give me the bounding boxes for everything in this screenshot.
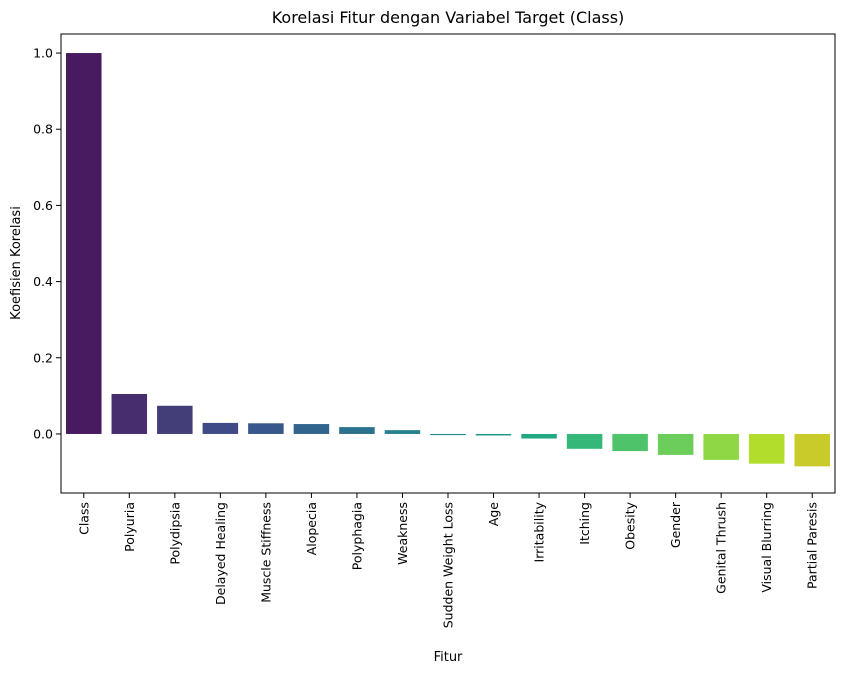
- x-tick-label: Polyphagia: [349, 502, 364, 570]
- y-tick-label: 1.0: [33, 46, 53, 61]
- x-tick-label: Visual Blurring: [759, 502, 774, 593]
- bar-genital-thrush: [703, 433, 739, 460]
- x-tick-label: Age: [486, 502, 501, 526]
- bar-alopecia: [293, 424, 330, 434]
- x-tick-label: Itching: [577, 502, 592, 545]
- x-tick-label: Partial Paresis: [805, 502, 820, 589]
- bar-visual-blurring: [748, 433, 785, 464]
- x-tick-label: Polyuria: [122, 502, 137, 552]
- x-tick-label: Delayed Healing: [213, 502, 228, 605]
- bar-muscle-stiffness: [248, 423, 284, 434]
- x-tick-label: Weakness: [395, 502, 410, 565]
- bar-age: [475, 433, 512, 436]
- plot-frame: [60, 33, 836, 494]
- bar-irritability: [521, 433, 557, 439]
- bar-class: [66, 53, 102, 434]
- x-tick-label: Genital Thrush: [714, 502, 729, 594]
- x-axis-title: Fitur: [434, 650, 463, 665]
- y-tick-label: 0.6: [33, 198, 53, 213]
- x-tick-label: Alopecia: [304, 502, 319, 555]
- x-tick-label: Muscle Stiffness: [258, 502, 273, 603]
- y-tick-label: 0.0: [33, 426, 53, 441]
- x-tick-label: Class: [76, 502, 91, 535]
- bars-group: [66, 53, 830, 467]
- bar-obesity: [612, 433, 648, 452]
- x-tick-label: Irritability: [532, 501, 547, 562]
- x-tick-label: Sudden Weight Loss: [441, 502, 456, 628]
- y-tick-label: 0.8: [33, 122, 53, 137]
- x-tick-label: Obesity: [623, 501, 638, 549]
- bar-delayed-healing: [202, 422, 239, 434]
- y-axis-title: Koefisien Korelasi: [9, 206, 24, 320]
- x-tick-label: Gender: [668, 501, 683, 548]
- x-tick-label: Polydipsia: [167, 502, 182, 565]
- y-tick-label: 0.4: [33, 274, 53, 289]
- bar-partial-paresis: [794, 433, 830, 467]
- x-axis: Class Polyuria Polydipsia Delayed Healing Mu…: [76, 493, 820, 628]
- bar-sudden-weight-loss: [430, 433, 466, 436]
- bar-polyphagia: [339, 427, 375, 434]
- bar-polyuria: [111, 393, 148, 434]
- bar-gender: [657, 433, 694, 455]
- y-axis: 0.0 0.2 0.4 0.6 0.8 1.0: [33, 46, 61, 441]
- y-tick-label: 0.2: [33, 350, 53, 365]
- bar-polydipsia: [157, 405, 193, 434]
- bar-weakness: [384, 430, 421, 434]
- bar-itching: [566, 433, 603, 449]
- chart-title: Korelasi Fitur dengan Variabel Target (C…: [272, 8, 625, 27]
